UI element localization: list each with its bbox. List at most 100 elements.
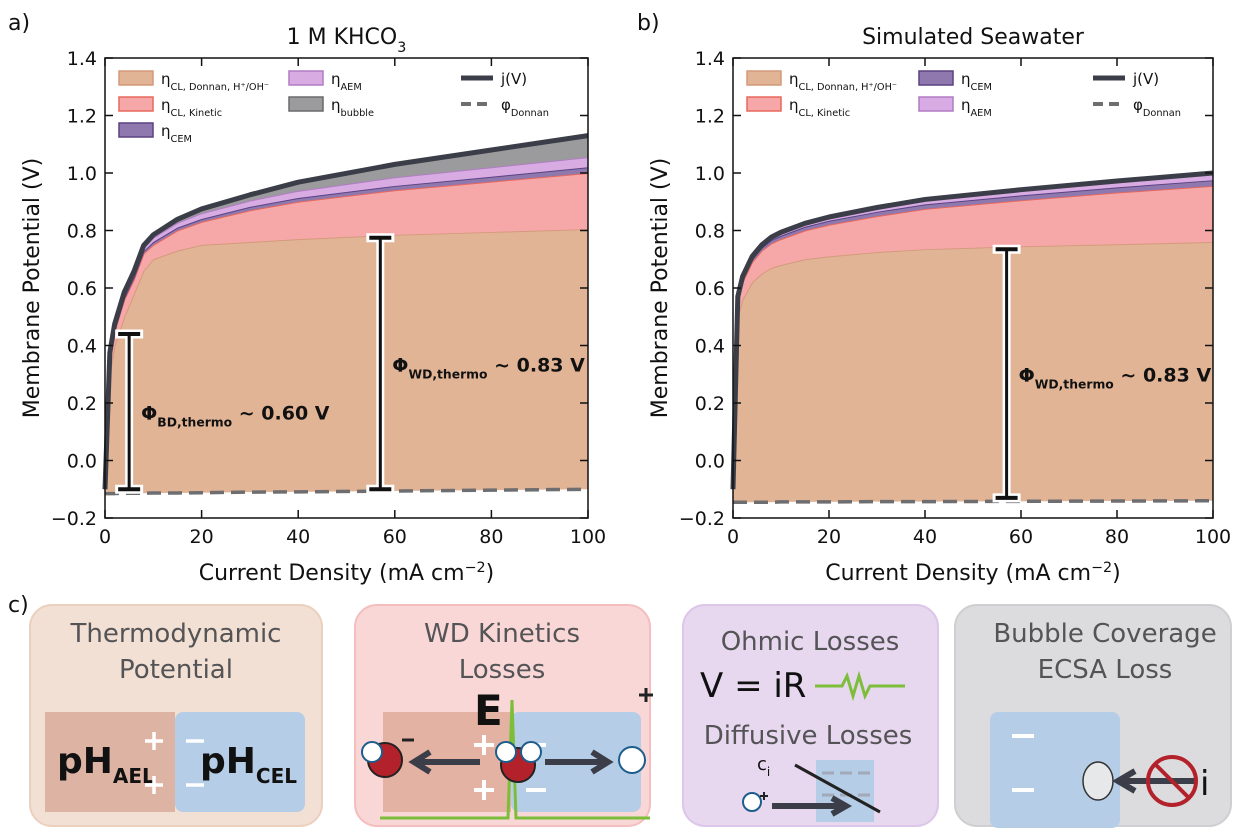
y-tick-label: 1.2: [67, 106, 97, 128]
y-tick-label: 0.4: [695, 336, 725, 358]
legend-swatch: [918, 96, 954, 112]
y-axis-label: Membrane Potential (V): [648, 158, 673, 419]
legend: ηCL, Donnan, H⁺/OH⁻ηCL, KineticηCEMηAEMj…: [746, 70, 1181, 119]
legend-label: ηAEM: [961, 96, 992, 119]
field-profile: [380, 699, 650, 820]
ph-sub: CEL: [256, 764, 297, 788]
blocked: [1153, 762, 1191, 800]
x-tick-label: 80: [1105, 526, 1129, 548]
conc-label: ci: [757, 754, 770, 779]
legend-swatch: [118, 70, 154, 86]
x-axis-label: Current Density (mA cm−2): [199, 560, 495, 586]
legend-label: j(V): [500, 70, 527, 88]
legend-label-part: η: [961, 96, 971, 114]
x-axis-label: Current Density (mA cm−2): [825, 560, 1121, 586]
field-label: E: [474, 686, 503, 735]
x-tick-label: 0: [99, 526, 111, 548]
legend-label-part: η: [789, 96, 799, 114]
x-tick-label: 0: [727, 526, 739, 548]
charge-signs: [145, 732, 204, 794]
legend-label: j(V): [1132, 70, 1159, 88]
legend-label-part: j(V): [500, 70, 527, 88]
y-tick-label: 0.0: [695, 451, 725, 473]
chart-title-part: Simulated Seawater: [862, 25, 1085, 50]
y-axis-label: Membrane Potential (V): [20, 158, 45, 419]
annotation-label: ΦWD,thermo ~ 0.83 V: [1019, 365, 1212, 392]
annotation-label-part: ~ 0.83 V: [488, 354, 586, 376]
current-label: i: [1200, 764, 1209, 804]
legend-label-part: CL, Donnan, H⁺/OH⁻: [799, 82, 898, 93]
conc-sub: i: [767, 765, 770, 779]
legend-label-part: Donnan: [511, 108, 549, 119]
y-tick-label: 0.2: [67, 393, 97, 415]
annotation-label-part: WD,thermo: [1035, 378, 1114, 392]
current-arrow: [1112, 768, 1195, 794]
x-tick-label: 20: [190, 526, 214, 548]
area: [105, 229, 588, 494]
legend-label-part: j(V): [1132, 70, 1159, 88]
y-tick-label: 0.2: [695, 393, 725, 415]
charts: a) 1 M KHCO3 Current Density (mA cm−2) Memb…: [8, 11, 1231, 586]
conc-levels: [822, 771, 870, 797]
blocked: [1146, 755, 1198, 807]
flux-arrow: [772, 795, 853, 817]
y-tick-label: 0.8: [695, 221, 725, 243]
charge-signs: [1012, 734, 1034, 792]
legend-swatch: [918, 70, 954, 86]
annotation: ΦWD,thermo ~ 0.83 V: [992, 244, 1212, 503]
panel-label: b): [637, 11, 660, 36]
resistor: [815, 670, 905, 702]
conc: c: [757, 754, 767, 775]
box: [682, 604, 939, 827]
y-tick-label: 1.4: [695, 48, 725, 70]
chart-title: 1 M KHCO3: [287, 25, 407, 56]
legend-label-part: η: [789, 70, 799, 88]
areas: [104, 134, 589, 494]
panel-label: a): [8, 11, 30, 36]
y-tick-label: 0.0: [67, 451, 97, 473]
annotation-label-part: WD,thermo: [408, 367, 487, 381]
annotation-label-part: Φ: [392, 354, 408, 376]
legend-swatch: [288, 96, 324, 112]
area: [105, 173, 588, 490]
legend-label-part: η: [331, 96, 341, 114]
annotation-label-part: Φ: [141, 403, 157, 425]
legend-label-part: bubble: [341, 108, 374, 119]
chart-title-part: 3: [397, 40, 406, 56]
box-title: Diffusive Losses: [704, 721, 913, 751]
y-tick-label: 0.6: [695, 278, 725, 300]
x-tick-label: 60: [383, 526, 407, 548]
chart: b) Simulated Seawater Current Density (mA …: [637, 11, 1231, 586]
legend-label: ηCL, Kinetic: [161, 96, 222, 119]
legend-label: ηCL, Donnan, H⁺/OH⁻: [789, 70, 897, 93]
y-tick-label: 0.6: [67, 278, 97, 300]
legend: ηCL, Donnan, H⁺/OH⁻ηCL, KineticηCEMηAEMη…: [118, 70, 549, 145]
box-title: Bubble Coverage: [993, 619, 1216, 649]
legend-label-part: Donnan: [1143, 108, 1181, 119]
ph-cel: pHCEL: [200, 741, 297, 788]
legend-label: ηbubble: [331, 96, 374, 119]
legend-label-part: CL, Kinetic: [171, 108, 223, 119]
box-title: Potential: [119, 655, 233, 685]
ph: pH: [200, 741, 256, 782]
y-tick-label: 1.0: [67, 163, 97, 185]
jv-line: [730, 170, 1214, 490]
legend-label-part: φ: [1133, 96, 1143, 114]
panel-c: c) Thermodynamic Potential pHAEL pHCEL W…: [8, 593, 1232, 828]
jv-line: [102, 133, 589, 490]
legend-label-part: η: [161, 70, 171, 88]
box-title: Ohmic Losses: [721, 627, 900, 657]
annotation-label: ΦBD,thermo ~ 0.60 V: [141, 403, 330, 430]
panel-label: c): [8, 593, 29, 618]
ohm-law: V = iR: [700, 666, 806, 706]
ph-ael: pHAEL: [57, 741, 155, 788]
ion: [742, 792, 762, 812]
legend-label-part: φ: [501, 96, 511, 114]
annotation-label-part: ~ 0.60 V: [232, 403, 330, 425]
legend-label-part: AEM: [971, 108, 992, 119]
bubble: [1082, 761, 1114, 801]
annotation-label-part: ~ 0.83 V: [1114, 365, 1212, 387]
x-axis-label-part: Current Density (mA cm: [825, 561, 1091, 586]
ion-charge: [760, 792, 768, 800]
